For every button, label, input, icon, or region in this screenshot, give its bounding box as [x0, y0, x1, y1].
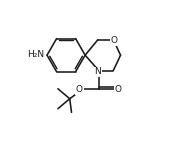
Text: N: N — [94, 67, 101, 77]
Text: O: O — [115, 85, 122, 94]
Text: O: O — [111, 36, 118, 45]
Text: H₂N: H₂N — [27, 50, 44, 59]
Text: O: O — [76, 85, 83, 94]
